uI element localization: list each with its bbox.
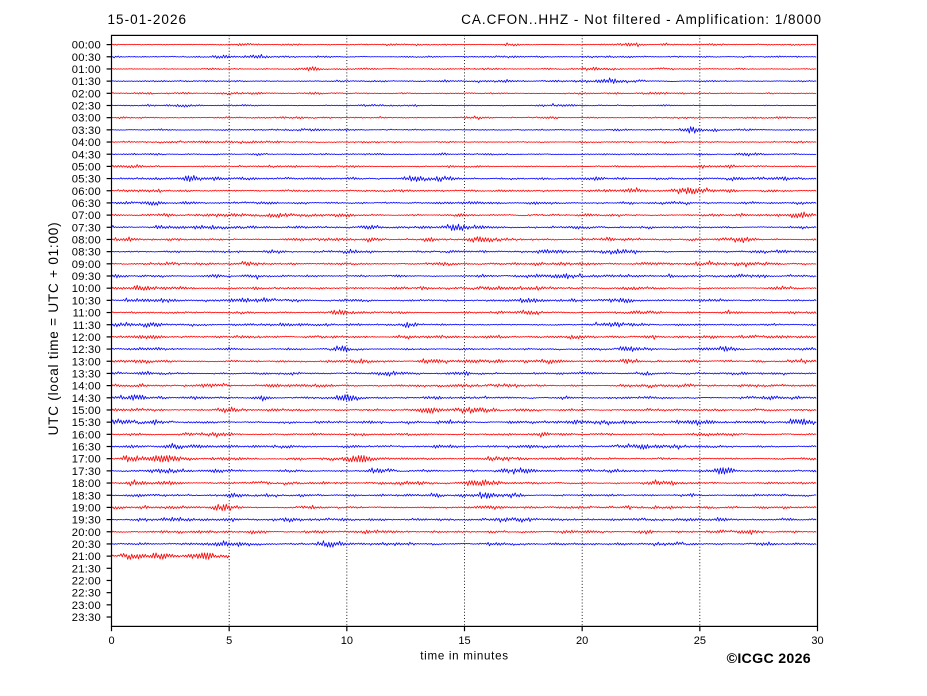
svg-text:time in minutes: time in minutes bbox=[420, 649, 508, 662]
svg-text:12:30: 12:30 bbox=[72, 344, 101, 356]
svg-text:5: 5 bbox=[226, 635, 232, 647]
svg-text:20:30: 20:30 bbox=[72, 539, 101, 551]
svg-text:0: 0 bbox=[108, 635, 114, 647]
svg-text:17:00: 17:00 bbox=[72, 454, 101, 466]
svg-text:22:30: 22:30 bbox=[72, 588, 101, 600]
svg-text:04:30: 04:30 bbox=[72, 149, 101, 161]
svg-text:23:30: 23:30 bbox=[72, 612, 101, 624]
svg-text:08:00: 08:00 bbox=[72, 235, 101, 247]
svg-text:16:00: 16:00 bbox=[72, 429, 101, 441]
svg-text:01:00: 01:00 bbox=[72, 64, 101, 76]
svg-text:02:00: 02:00 bbox=[72, 88, 101, 100]
svg-text:©ICGC 2026: ©ICGC 2026 bbox=[727, 651, 811, 667]
svg-text:22:00: 22:00 bbox=[72, 576, 101, 588]
svg-text:14:30: 14:30 bbox=[72, 393, 101, 405]
svg-text:05:00: 05:00 bbox=[72, 161, 101, 173]
svg-text:06:00: 06:00 bbox=[72, 186, 101, 198]
svg-text:15:00: 15:00 bbox=[72, 405, 101, 417]
svg-text:18:00: 18:00 bbox=[72, 478, 101, 490]
svg-text:19:00: 19:00 bbox=[72, 502, 101, 514]
svg-text:01:30: 01:30 bbox=[72, 76, 101, 88]
svg-text:20:00: 20:00 bbox=[72, 527, 101, 539]
svg-text:10:00: 10:00 bbox=[72, 283, 101, 295]
svg-text:00:00: 00:00 bbox=[72, 40, 101, 52]
svg-text:12:00: 12:00 bbox=[72, 332, 101, 344]
svg-text:11:00: 11:00 bbox=[73, 308, 101, 320]
svg-text:16:30: 16:30 bbox=[72, 442, 101, 454]
svg-text:21:00: 21:00 bbox=[72, 551, 101, 563]
svg-text:13:00: 13:00 bbox=[72, 356, 101, 368]
svg-text:03:30: 03:30 bbox=[72, 125, 101, 137]
svg-text:30: 30 bbox=[811, 635, 823, 647]
svg-text:08:30: 08:30 bbox=[72, 247, 101, 259]
svg-text:06:30: 06:30 bbox=[72, 198, 101, 210]
svg-text:10:30: 10:30 bbox=[72, 295, 101, 307]
svg-text:15: 15 bbox=[458, 635, 470, 647]
svg-text:21:30: 21:30 bbox=[72, 563, 101, 575]
svg-text:20: 20 bbox=[576, 635, 588, 647]
svg-text:00:30: 00:30 bbox=[72, 52, 101, 64]
svg-text:18:30: 18:30 bbox=[72, 490, 101, 502]
svg-text:17:30: 17:30 bbox=[72, 466, 101, 478]
svg-text:07:30: 07:30 bbox=[72, 222, 101, 234]
svg-text:UTC (local time = UTC + 01:00): UTC (local time = UTC + 01:00) bbox=[46, 222, 61, 436]
svg-text:04:00: 04:00 bbox=[72, 137, 101, 149]
svg-text:15-01-2026: 15-01-2026 bbox=[108, 12, 188, 27]
svg-text:07:00: 07:00 bbox=[72, 210, 101, 222]
svg-text:CA.CFON..HHZ - Not filtered -: CA.CFON..HHZ - Not filtered - Amplificat… bbox=[461, 12, 822, 27]
svg-text:10: 10 bbox=[341, 635, 353, 647]
svg-text:25: 25 bbox=[694, 635, 706, 647]
svg-text:02:30: 02:30 bbox=[72, 101, 101, 113]
svg-text:09:00: 09:00 bbox=[72, 259, 101, 271]
svg-text:05:30: 05:30 bbox=[72, 174, 101, 186]
svg-text:15:30: 15:30 bbox=[72, 417, 101, 429]
svg-text:23:00: 23:00 bbox=[72, 600, 101, 612]
svg-text:09:30: 09:30 bbox=[72, 271, 101, 283]
svg-text:11:30: 11:30 bbox=[73, 320, 101, 332]
svg-text:14:00: 14:00 bbox=[72, 381, 101, 393]
svg-text:03:00: 03:00 bbox=[72, 113, 101, 125]
svg-text:13:30: 13:30 bbox=[72, 368, 101, 380]
svg-text:19:30: 19:30 bbox=[72, 515, 101, 527]
